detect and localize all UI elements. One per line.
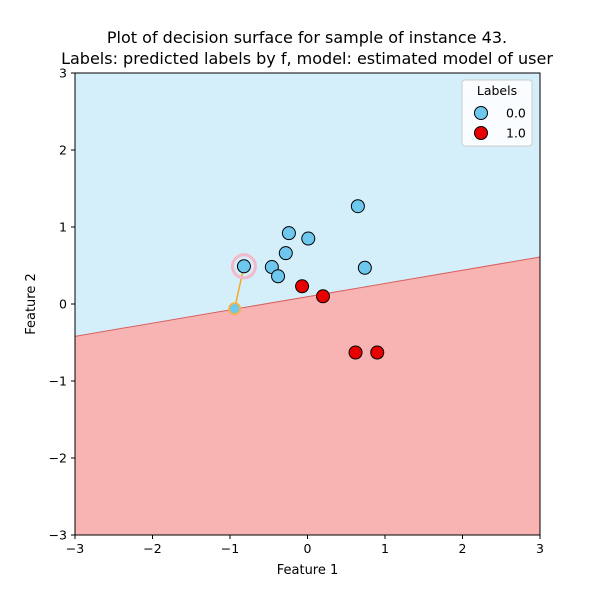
legend-label-1: 1.0: [506, 126, 526, 141]
point-series-0-1: [281, 226, 296, 241]
plot-area: [74, 73, 541, 535]
axes: −3 −2 −1 0 1 2 3 −3 −2 −1 0 1 2 3: [49, 66, 544, 557]
y-tick-label-3: 0: [59, 297, 67, 312]
counterfactual-point: [228, 302, 242, 316]
x-tick-label-1: −2: [143, 541, 161, 556]
point-series-0-2: [301, 231, 316, 246]
highlighted-instance-ring: [230, 253, 257, 280]
point-series-1-3: [370, 345, 385, 360]
decision-boundary-line: [74, 256, 541, 337]
chart-marks: [228, 199, 385, 360]
x-tick-label-6: 3: [536, 541, 544, 556]
chart-title-line-1: Plot of decision surface for sample of i…: [107, 28, 507, 47]
y-tick-label-6: 3: [59, 66, 67, 81]
chart-title-line-2: Labels: predicted labels by f, model: es…: [61, 49, 553, 68]
point-series-0-6: [357, 260, 372, 275]
region-class-1: [75, 257, 540, 535]
x-tick-label-5: 2: [459, 541, 467, 556]
y-axis-label: Feature 2: [24, 273, 39, 335]
point-series-1-2: [348, 345, 363, 360]
legend-marker-1: [474, 126, 488, 140]
x-tick-label-3: 0: [304, 541, 312, 556]
region-class-0: [75, 73, 540, 337]
legend: Labels 0.0 1.0: [461, 79, 533, 147]
y-tick-label-4: 1: [59, 220, 67, 235]
x-tick-label-4: 1: [381, 541, 389, 556]
x-tick-label-0: −3: [66, 541, 84, 556]
point-series-0-7: [271, 269, 286, 284]
point-series-0-3: [278, 246, 293, 261]
point-series-0-0: [350, 199, 365, 214]
y-tick-label-1: −2: [49, 451, 67, 466]
y-tick-label-5: 2: [59, 143, 67, 158]
counterfactual-path: [233, 266, 245, 309]
legend-marker-0: [474, 106, 488, 120]
y-tick-label-2: −1: [49, 374, 67, 389]
y-tick-label-0: −3: [49, 528, 67, 543]
x-axis-label: Feature 1: [277, 563, 339, 578]
point-series-1-0: [295, 279, 310, 294]
legend-label-0: 0.0: [506, 106, 526, 121]
legend-title: Labels: [477, 83, 517, 98]
x-tick-label-2: −1: [221, 541, 239, 556]
point-series-1-1: [316, 289, 330, 304]
point-series-0-4: [236, 259, 251, 274]
